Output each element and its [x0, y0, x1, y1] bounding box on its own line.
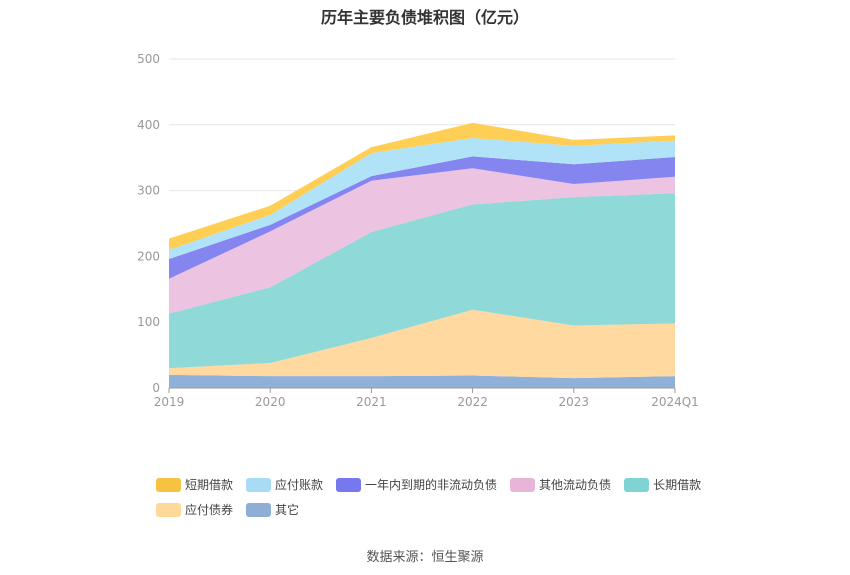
chart-title: 历年主要负债堆积图（亿元） — [320, 8, 529, 27]
area-series-2 — [169, 309, 675, 379]
legend: 短期借款 应付账款 一年内到期的非流动负债 其他流动负债 长期借款 应付债券 其… — [156, 472, 716, 522]
y-tick-label: 100 — [137, 315, 160, 329]
area-series-4 — [169, 168, 675, 314]
legend-label: 其它 — [275, 503, 300, 517]
x-tick-label: 2020 — [255, 395, 286, 409]
legend-swatch — [156, 477, 181, 492]
legend-swatch — [510, 477, 536, 492]
legend-label: 其他流动负债 — [539, 478, 612, 492]
legend-label: 一年内到期的非流动负债 — [365, 478, 498, 492]
y-tick-label: 0 — [152, 381, 160, 395]
area-series-1 — [169, 374, 675, 388]
legend-row-2: 应付债券 其它 — [156, 497, 716, 522]
y-tick-label: 400 — [137, 118, 160, 132]
area-series-3 — [169, 193, 675, 369]
legend-label: 短期借款 — [185, 478, 234, 492]
legend-item-current-noncurrent-liabilities[interactable]: 一年内到期的非流动负债 — [336, 476, 497, 493]
legend-swatch — [156, 502, 181, 517]
x-tick-label: 2022 — [457, 395, 488, 409]
stacked-area-chart: 0 100 200 300 400 500 2019 2020 2021 2022 2023 2024… — [137, 52, 699, 409]
area-series-5 — [169, 156, 675, 279]
data-source-note: 数据来源：恒生聚源 — [366, 550, 484, 565]
legend-swatch — [246, 502, 272, 517]
legend-item-other[interactable]: 其它 — [246, 501, 299, 518]
legend-label: 应付账款 — [275, 478, 324, 492]
y-tick-label: 200 — [137, 249, 160, 263]
legend-swatch — [624, 477, 650, 492]
legend-item-short-term-loans[interactable]: 短期借款 — [156, 476, 233, 493]
x-tick-label: 2023 — [559, 395, 590, 409]
y-tick-label: 300 — [137, 184, 160, 198]
area-series-6 — [169, 137, 675, 260]
legend-item-long-term-loans[interactable]: 长期借款 — [624, 476, 701, 493]
x-tick-label: 2021 — [356, 395, 387, 409]
legend-item-other-current-liabilities[interactable]: 其他流动负债 — [510, 476, 611, 493]
x-tick-label: 2024Q1 — [651, 395, 699, 409]
legend-row-1: 短期借款 应付账款 一年内到期的非流动负债 其他流动负债 长期借款 — [156, 472, 716, 497]
legend-swatch — [246, 477, 272, 492]
x-tick-label: 2019 — [154, 395, 185, 409]
legend-item-bonds-payable[interactable]: 应付债券 — [156, 501, 233, 518]
legend-swatch — [336, 477, 362, 492]
legend-label: 长期借款 — [653, 478, 702, 492]
legend-item-accounts-payable[interactable]: 应付账款 — [246, 476, 323, 493]
legend-label: 应付债券 — [185, 503, 234, 517]
y-tick-label: 500 — [137, 52, 160, 66]
